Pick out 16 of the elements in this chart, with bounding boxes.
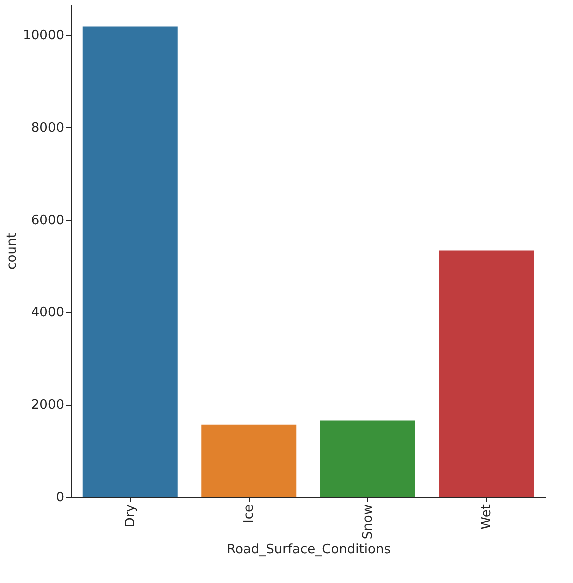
y-tick-label: 6000 — [31, 213, 64, 228]
x-tick-label: Wet — [480, 504, 495, 530]
y-tick-label: 8000 — [31, 120, 64, 136]
y-tick-label: 0 — [56, 490, 64, 506]
bar — [82, 26, 178, 497]
x-tick-label: Ice — [242, 504, 258, 524]
x-axis-title: Road_Surface_Conditions — [227, 542, 392, 558]
bar — [202, 424, 297, 497]
y-tick-label: 2000 — [31, 398, 64, 414]
x-tick-label: Snow — [360, 504, 376, 540]
x-tick-label: Dry — [123, 504, 138, 528]
bar — [320, 420, 416, 497]
y-tick-label: 4000 — [31, 306, 64, 321]
y-tick-label: 10000 — [23, 28, 64, 44]
y-axis-title: count — [5, 233, 20, 270]
bar — [439, 250, 534, 497]
